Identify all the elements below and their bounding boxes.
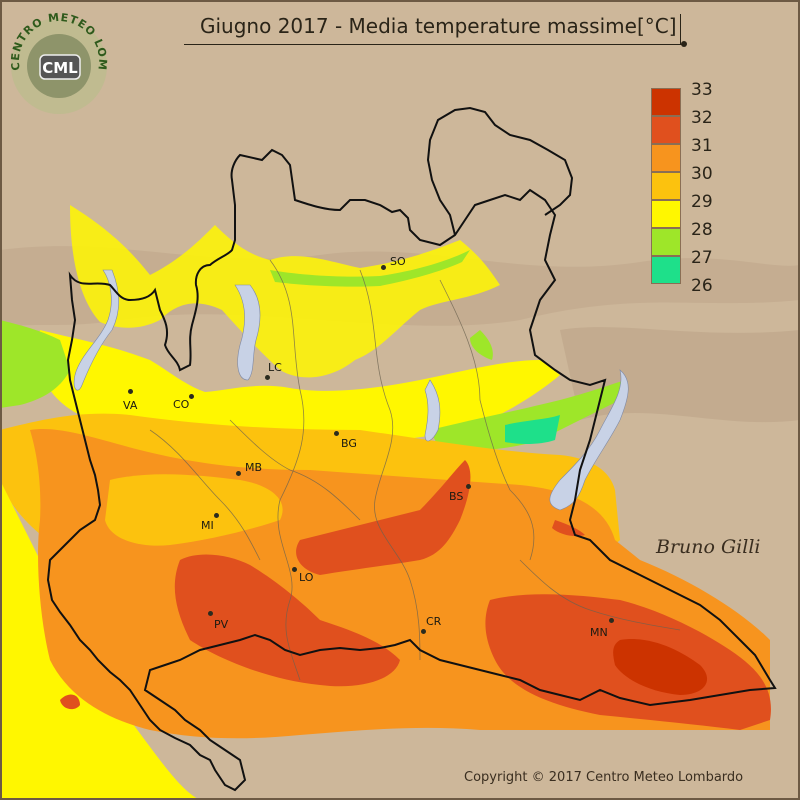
city-dot <box>380 264 386 270</box>
city-dot <box>264 374 270 380</box>
city-dot <box>127 388 133 394</box>
legend-swatch <box>651 88 681 116</box>
map-title-box: Giugno 2017 - Media temperature massime[… <box>184 14 687 47</box>
city-label: VA <box>123 399 138 412</box>
city-label: BS <box>449 490 464 503</box>
region-border-north <box>426 106 574 236</box>
temp-band-28 <box>430 380 625 451</box>
logo-text-layer: CENTRO METEO LOMBARDO CML <box>0 0 108 77</box>
lake-iseo <box>424 379 441 442</box>
province-borders <box>149 259 681 681</box>
copyright: Copyright © 2017 Centro Meteo Lombardo <box>464 770 744 785</box>
legend-swatch <box>651 200 681 228</box>
legend-label: 31 <box>691 136 713 156</box>
lakes <box>73 269 629 511</box>
lake-garda <box>549 369 629 511</box>
title-underline <box>184 44 683 45</box>
legend-label: 28 <box>691 220 713 240</box>
temp-band-32 <box>296 460 471 575</box>
city-label: PV <box>214 618 229 631</box>
cml-logo <box>11 18 107 114</box>
lake-maggiore <box>73 269 120 391</box>
temp-band-32 <box>552 520 585 537</box>
city-label: CO <box>173 398 190 411</box>
temp-band-28 <box>270 250 470 287</box>
temp-band-28 <box>0 320 70 408</box>
temp-band-28 <box>470 330 493 360</box>
temperature-bands <box>0 205 771 800</box>
logo-abbr: CML <box>42 59 78 77</box>
legend-swatch <box>651 228 681 256</box>
temp-band-32 <box>60 694 80 710</box>
legend-swatch <box>651 144 681 172</box>
temp-band-30 <box>105 474 283 546</box>
legend-label: 27 <box>691 248 713 268</box>
legend-label: 30 <box>691 164 713 184</box>
city-label: SO <box>390 255 406 268</box>
city-dot <box>213 512 219 518</box>
title-side-rule <box>679 14 681 44</box>
city-dot <box>420 628 426 634</box>
city-label: LC <box>268 361 282 374</box>
legend-label: 32 <box>691 108 713 128</box>
legend-swatch <box>651 172 681 200</box>
city-dot <box>465 483 471 489</box>
temp-band-32 <box>174 554 400 687</box>
city-dot <box>188 393 194 399</box>
city-dot <box>608 617 614 623</box>
legend-swatch <box>651 116 681 144</box>
temp-band-29 <box>70 205 500 378</box>
legend-label: 33 <box>691 80 713 100</box>
city-label: MB <box>245 461 263 474</box>
city-dot <box>207 610 213 616</box>
city-label: MI <box>201 519 214 532</box>
city-label: CR <box>426 615 442 628</box>
temp-band-33 <box>613 639 708 695</box>
city-label: LO <box>299 571 314 584</box>
temp-band-27 <box>505 415 560 445</box>
city-label: BG <box>341 437 357 450</box>
legend-label: 26 <box>691 276 713 296</box>
region-border <box>46 148 777 792</box>
title-dot <box>680 41 687 47</box>
temp-band-29 <box>0 480 200 800</box>
lake-como <box>234 284 261 381</box>
signature: Bruno Gilli <box>656 536 761 558</box>
legend-label: 29 <box>691 192 713 212</box>
map-title: Giugno 2017 - Media temperature massime[… <box>200 14 677 38</box>
city-label: MN <box>590 626 608 639</box>
city-dot <box>235 470 241 476</box>
city-dot <box>291 566 297 572</box>
city-dot <box>333 430 339 436</box>
legend-swatch <box>651 256 681 284</box>
